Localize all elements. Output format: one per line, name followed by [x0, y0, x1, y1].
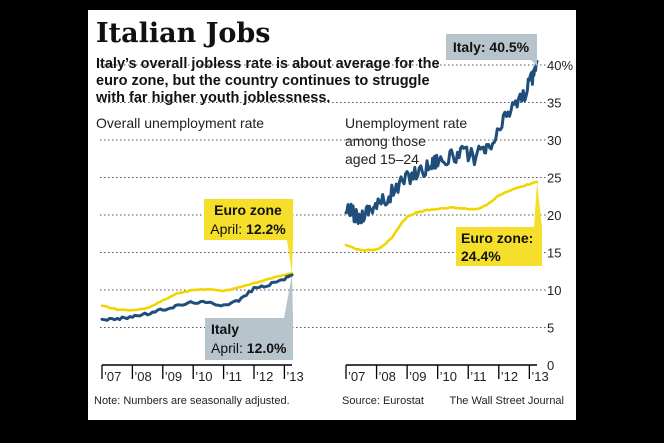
left-panel-title: Overall unemployment rate [96, 115, 264, 131]
y-tick-label: 30 [547, 133, 561, 148]
footer-credit: The Wall Street Journal [449, 395, 564, 407]
left-euro-zone-label-box [204, 199, 293, 240]
right-x-tick-label: ’13 [531, 369, 548, 384]
right-x-tick-label: ’12 [501, 369, 518, 384]
y-tick-label: 5 [547, 321, 554, 336]
right-euro-zone-label: Euro zone: 24.4% [456, 182, 542, 266]
footer-source: Source: Eurostat [342, 395, 424, 407]
y-tick-label: 25 [547, 171, 561, 186]
chart-title: Italian Jobs [96, 18, 271, 49]
right-italy-label-box [446, 34, 537, 60]
subtitle-line-2: euro zone, but the country continues to … [96, 73, 430, 89]
left-euro-zone-label: Euro zone April: 12.2% [204, 199, 293, 274]
right-panel-title-line-1: Unemployment rate [345, 115, 467, 131]
series-lines [100, 59, 539, 322]
left-x-tick-label: ’09 [165, 369, 182, 384]
left-x-tick-label: ’07 [104, 369, 121, 384]
right-italy-pointer [531, 60, 537, 66]
left-euro-zone-name: Euro zone [214, 202, 282, 218]
right-panel-title-line-2: among those [345, 133, 426, 149]
x-tick-labels: ’07 ’08 ’09 ’10 ’11 ’12 ’13 ’07 ’08 ’09 ’10 ’11 ’12 ’… [104, 369, 549, 384]
y-tick-label: 10 [547, 283, 561, 298]
right-euro-zone-pointer [534, 182, 542, 227]
left-x-tick-label: ’12 [256, 369, 273, 384]
right-series-italy [344, 59, 539, 225]
left-italy-value: April: 12.0% [211, 340, 287, 356]
y-tick-label: 20 [547, 208, 561, 223]
footer-note: Note: Numbers are seasonally adjusted. [94, 395, 290, 407]
left-italy-pointer [284, 275, 293, 318]
right-x-tick-label: ’09 [409, 369, 426, 384]
right-italy-value: Italy: 40.5% [453, 39, 530, 55]
subtitle-line-3: with far higher youth joblessness. [95, 90, 330, 106]
right-x-tick-label: ’07 [348, 369, 365, 384]
left-italy-label: Italy April: 12.0% [205, 275, 293, 360]
right-euro-zone-label-box [456, 227, 542, 266]
left-series-italy [100, 273, 294, 322]
right-panel-title-line-3: aged 15–24 [345, 151, 419, 167]
right-x-tick-label: ’11 [470, 369, 486, 384]
left-x-tick-label: ’13 [286, 369, 303, 384]
y-tick-label: 40% [547, 58, 573, 73]
left-euro-zone-pointer [287, 240, 293, 274]
left-italy-label-box [205, 318, 293, 360]
right-series-euro-zone [344, 180, 539, 252]
right-italy-label: Italy: 40.5% [446, 34, 537, 66]
y-tick-labels: 0 5 10 15 20 25 30 35 40% [547, 58, 573, 373]
left-italy-name: Italy [211, 321, 239, 337]
gridlines [100, 64, 548, 328]
y-tick-label: 15 [547, 246, 561, 261]
chart-card: Italian Jobs Italy’s overall jobless rat… [88, 10, 576, 420]
left-euro-zone-value: April: 12.2% [210, 221, 286, 237]
right-euro-zone-name: Euro zone: [461, 230, 533, 246]
x-axes [101, 364, 537, 379]
italian-jobs-chart: Italian Jobs Italy’s overall jobless rat… [94, 18, 573, 407]
left-x-tick-label: ’08 [134, 369, 151, 384]
right-x-tick-label: ’08 [379, 369, 396, 384]
right-x-tick-label: ’10 [440, 369, 457, 384]
left-series-euro-zone [100, 272, 294, 312]
subtitle-line-1: Italy’s overall jobless rate is about av… [96, 56, 440, 72]
left-x-tick-label: ’11 [226, 369, 242, 384]
y-tick-label: 35 [547, 96, 561, 111]
y-tick-label: 0 [547, 358, 554, 373]
right-euro-zone-value: 24.4% [461, 248, 501, 264]
left-x-tick-label: ’10 [195, 369, 212, 384]
